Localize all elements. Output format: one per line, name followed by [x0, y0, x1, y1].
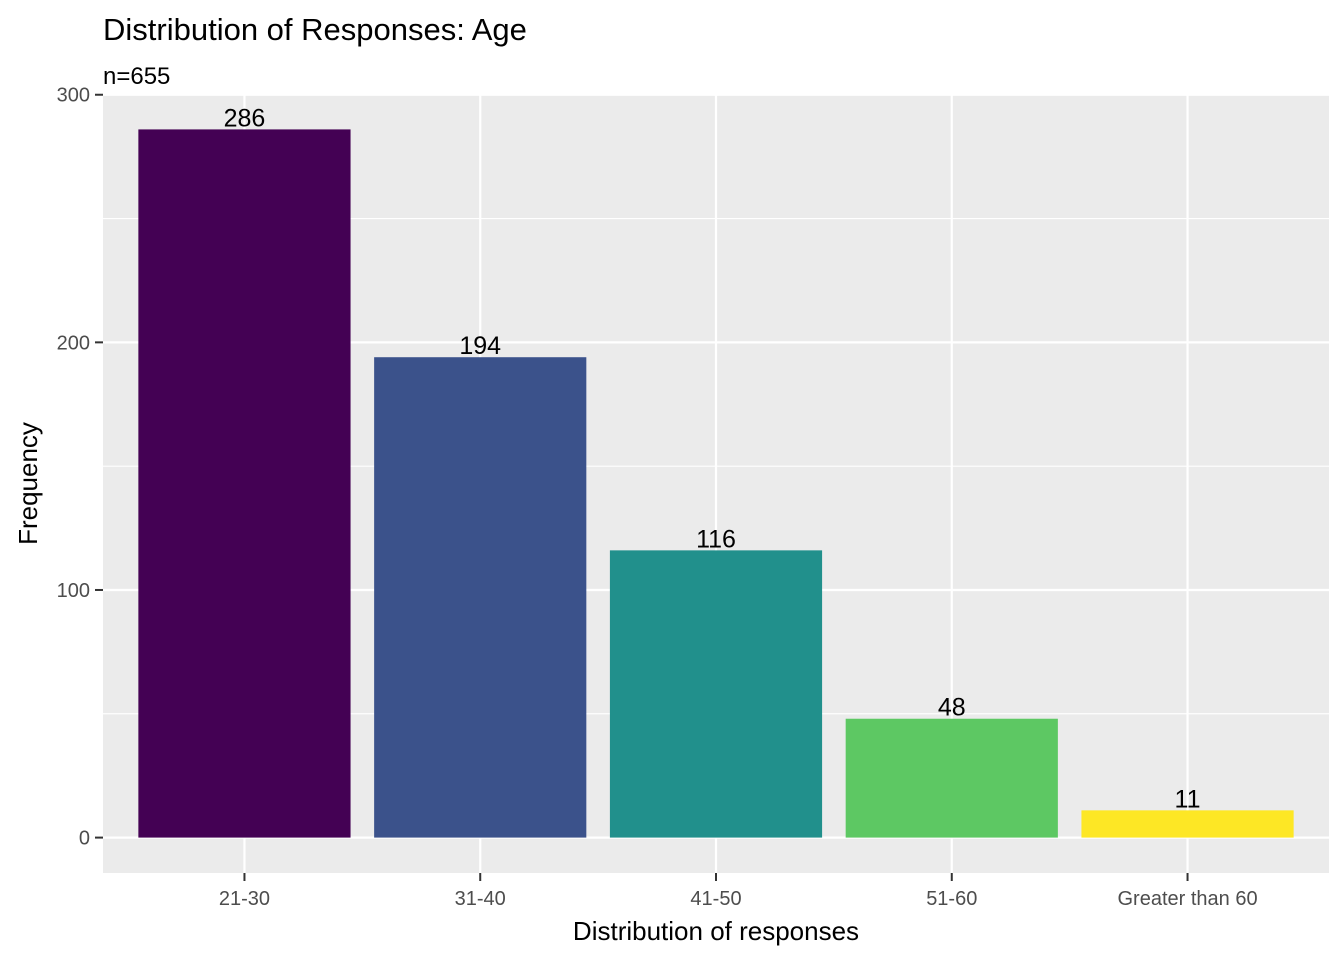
- bars: [138, 129, 1294, 838]
- data-label: 286: [224, 104, 266, 132]
- y-axis: 0 100 200 300: [57, 85, 103, 850]
- y-tick-label: 200: [57, 332, 90, 354]
- x-tick-label: Greater than 60: [1117, 888, 1257, 910]
- y-tick-label: 300: [57, 85, 90, 107]
- bar-21-30: [138, 129, 351, 838]
- data-label: 194: [459, 332, 501, 360]
- y-axis-title: Frequency: [13, 422, 43, 545]
- data-label: 116: [696, 525, 736, 553]
- y-tick-label: 100: [57, 580, 90, 602]
- x-tick-label: 51-60: [926, 888, 977, 910]
- data-labels: 286 194 116 48 11: [224, 104, 1201, 813]
- bar-31-40: [374, 357, 587, 838]
- chart-subtitle: n=655: [103, 63, 170, 90]
- bar-greater-than-60: [1081, 810, 1294, 838]
- data-label: 48: [938, 694, 966, 722]
- x-tick-label: 31-40: [455, 888, 506, 910]
- bar-41-50: [609, 550, 823, 838]
- x-tick-label: 21-30: [219, 888, 270, 910]
- chart-title: Distribution of Responses: Age: [103, 12, 527, 47]
- data-label: 11: [1175, 785, 1201, 813]
- x-axis-title: Distribution of responses: [573, 916, 859, 946]
- x-axis: 21-30 31-40 41-50 51-60 Greater than 60: [219, 873, 1258, 910]
- y-tick-label: 0: [79, 828, 90, 850]
- bar-51-60: [845, 718, 1058, 838]
- x-tick-label: 41-50: [690, 888, 741, 910]
